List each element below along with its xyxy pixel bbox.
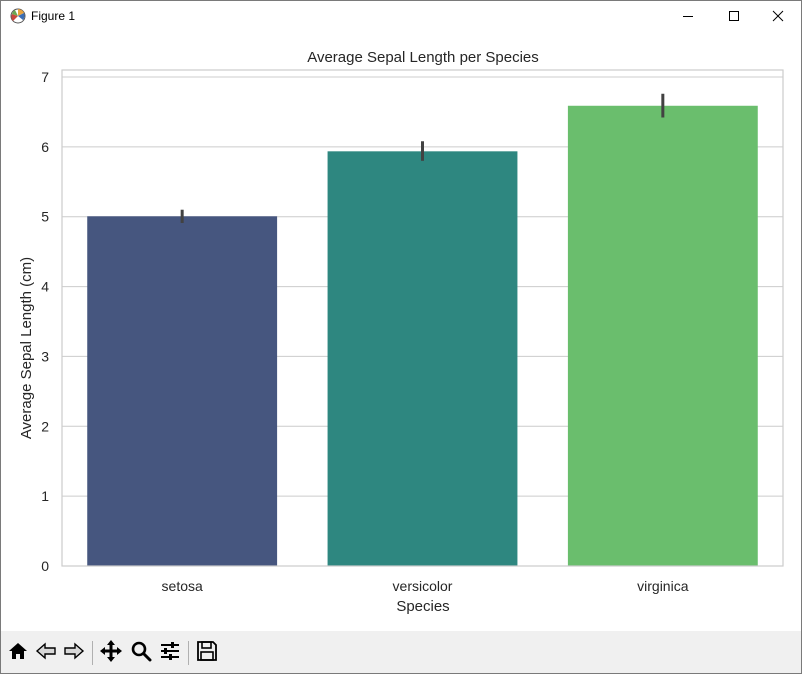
title-bar[interactable]: Figure 1	[1, 1, 801, 31]
y-tick-label: 7	[41, 69, 49, 85]
error-bars	[180, 93, 665, 223]
forward-arrow-icon	[63, 640, 85, 667]
pan-button[interactable]	[98, 639, 124, 668]
home-button[interactable]	[5, 640, 31, 666]
x-axis-label: Species	[396, 598, 449, 615]
save-floppy-icon	[196, 640, 218, 667]
forward-button[interactable]	[61, 640, 87, 666]
zoom-magnifier-icon	[130, 640, 152, 667]
minimize-icon	[682, 10, 694, 22]
bar-virginica	[567, 105, 758, 567]
y-tick-label: 2	[41, 418, 49, 434]
bar-setosa	[87, 216, 278, 566]
back-button[interactable]	[33, 640, 59, 666]
home-icon	[7, 640, 29, 667]
x-tick-label: versicolor	[393, 578, 453, 594]
toolbar-separator	[188, 641, 189, 665]
save-button[interactable]	[194, 640, 220, 666]
x-tick-label: virginica	[637, 578, 689, 594]
chart-title: Average Sepal Length per Species	[307, 49, 539, 66]
axes-frame	[61, 69, 784, 567]
zoom-button[interactable]	[128, 640, 154, 666]
x-tick-labels: setosa versicolor virginica	[162, 578, 689, 594]
y-tick-label: 5	[41, 209, 49, 225]
bar-versicolor	[327, 151, 518, 567]
y-tick-label: 1	[41, 488, 49, 504]
y-tick-label: 6	[41, 139, 49, 155]
close-button[interactable]	[755, 1, 801, 31]
y-tick-labels: 0 1 2 3 4 5 6 7	[41, 69, 49, 574]
y-tick-label: 4	[41, 279, 49, 295]
bars	[87, 105, 758, 567]
maximize-button[interactable]	[711, 1, 757, 31]
back-arrow-icon	[35, 640, 57, 667]
configure-subplots-button[interactable]	[157, 640, 183, 666]
bar-chart: 0 1 2 3 4 5 6 7 setosa versicolor virginica Avera…	[18, 49, 784, 615]
toolbar-separator	[92, 641, 93, 665]
configure-subplots-icon	[159, 640, 181, 667]
pan-move-icon	[99, 639, 123, 668]
y-axis-label: Average Sepal Length (cm)	[18, 257, 35, 439]
close-icon	[772, 10, 784, 22]
figure-canvas[interactable]: 0 1 2 3 4 5 6 7 setosa versicolor virginica Avera…	[1, 31, 801, 631]
y-tick-label: 0	[41, 558, 49, 574]
minimize-button[interactable]	[665, 1, 711, 31]
maximize-icon	[728, 10, 740, 22]
x-tick-label: setosa	[162, 578, 203, 594]
matplotlib-figure-icon	[9, 7, 27, 25]
navigation-toolbar	[1, 631, 801, 673]
window-title: Figure 1	[31, 9, 76, 23]
y-tick-label: 3	[41, 348, 49, 364]
